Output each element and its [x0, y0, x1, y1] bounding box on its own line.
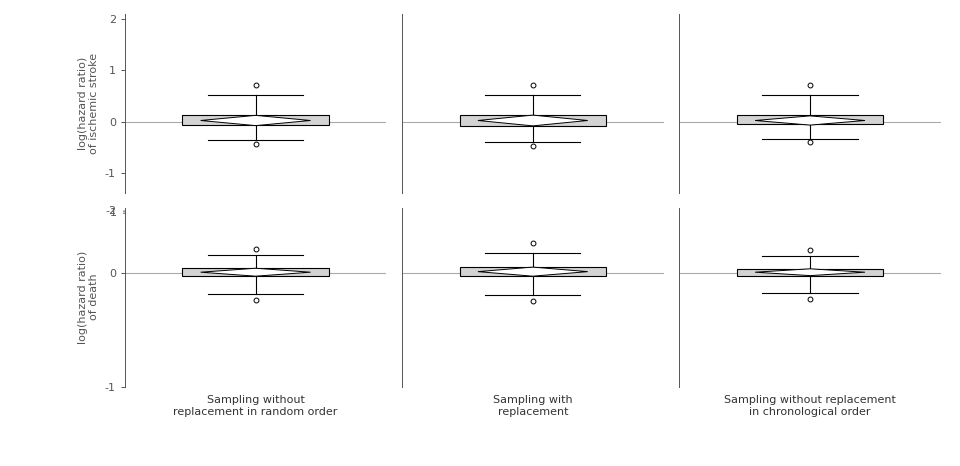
Polygon shape: [478, 115, 588, 126]
Polygon shape: [756, 269, 865, 275]
Polygon shape: [756, 116, 865, 125]
Polygon shape: [201, 268, 310, 276]
Bar: [737, 269, 883, 275]
Bar: [182, 268, 328, 276]
Text: 1: 1: [109, 208, 116, 218]
Y-axis label: log(hazard ratio)
of ischemic stroke: log(hazard ratio) of ischemic stroke: [78, 53, 99, 154]
Bar: [460, 115, 606, 126]
Bar: [737, 115, 883, 124]
X-axis label: Sampling without
replacement in random order: Sampling without replacement in random o…: [174, 395, 338, 417]
Polygon shape: [478, 267, 588, 276]
Y-axis label: log(hazard ratio)
of death: log(hazard ratio) of death: [78, 251, 99, 344]
Bar: [460, 267, 606, 276]
X-axis label: Sampling without replacement
in chronological order: Sampling without replacement in chronolo…: [724, 395, 896, 417]
X-axis label: Sampling with
replacement: Sampling with replacement: [493, 395, 572, 417]
Polygon shape: [201, 116, 310, 126]
Bar: [182, 115, 328, 125]
Text: -2: -2: [106, 206, 116, 216]
